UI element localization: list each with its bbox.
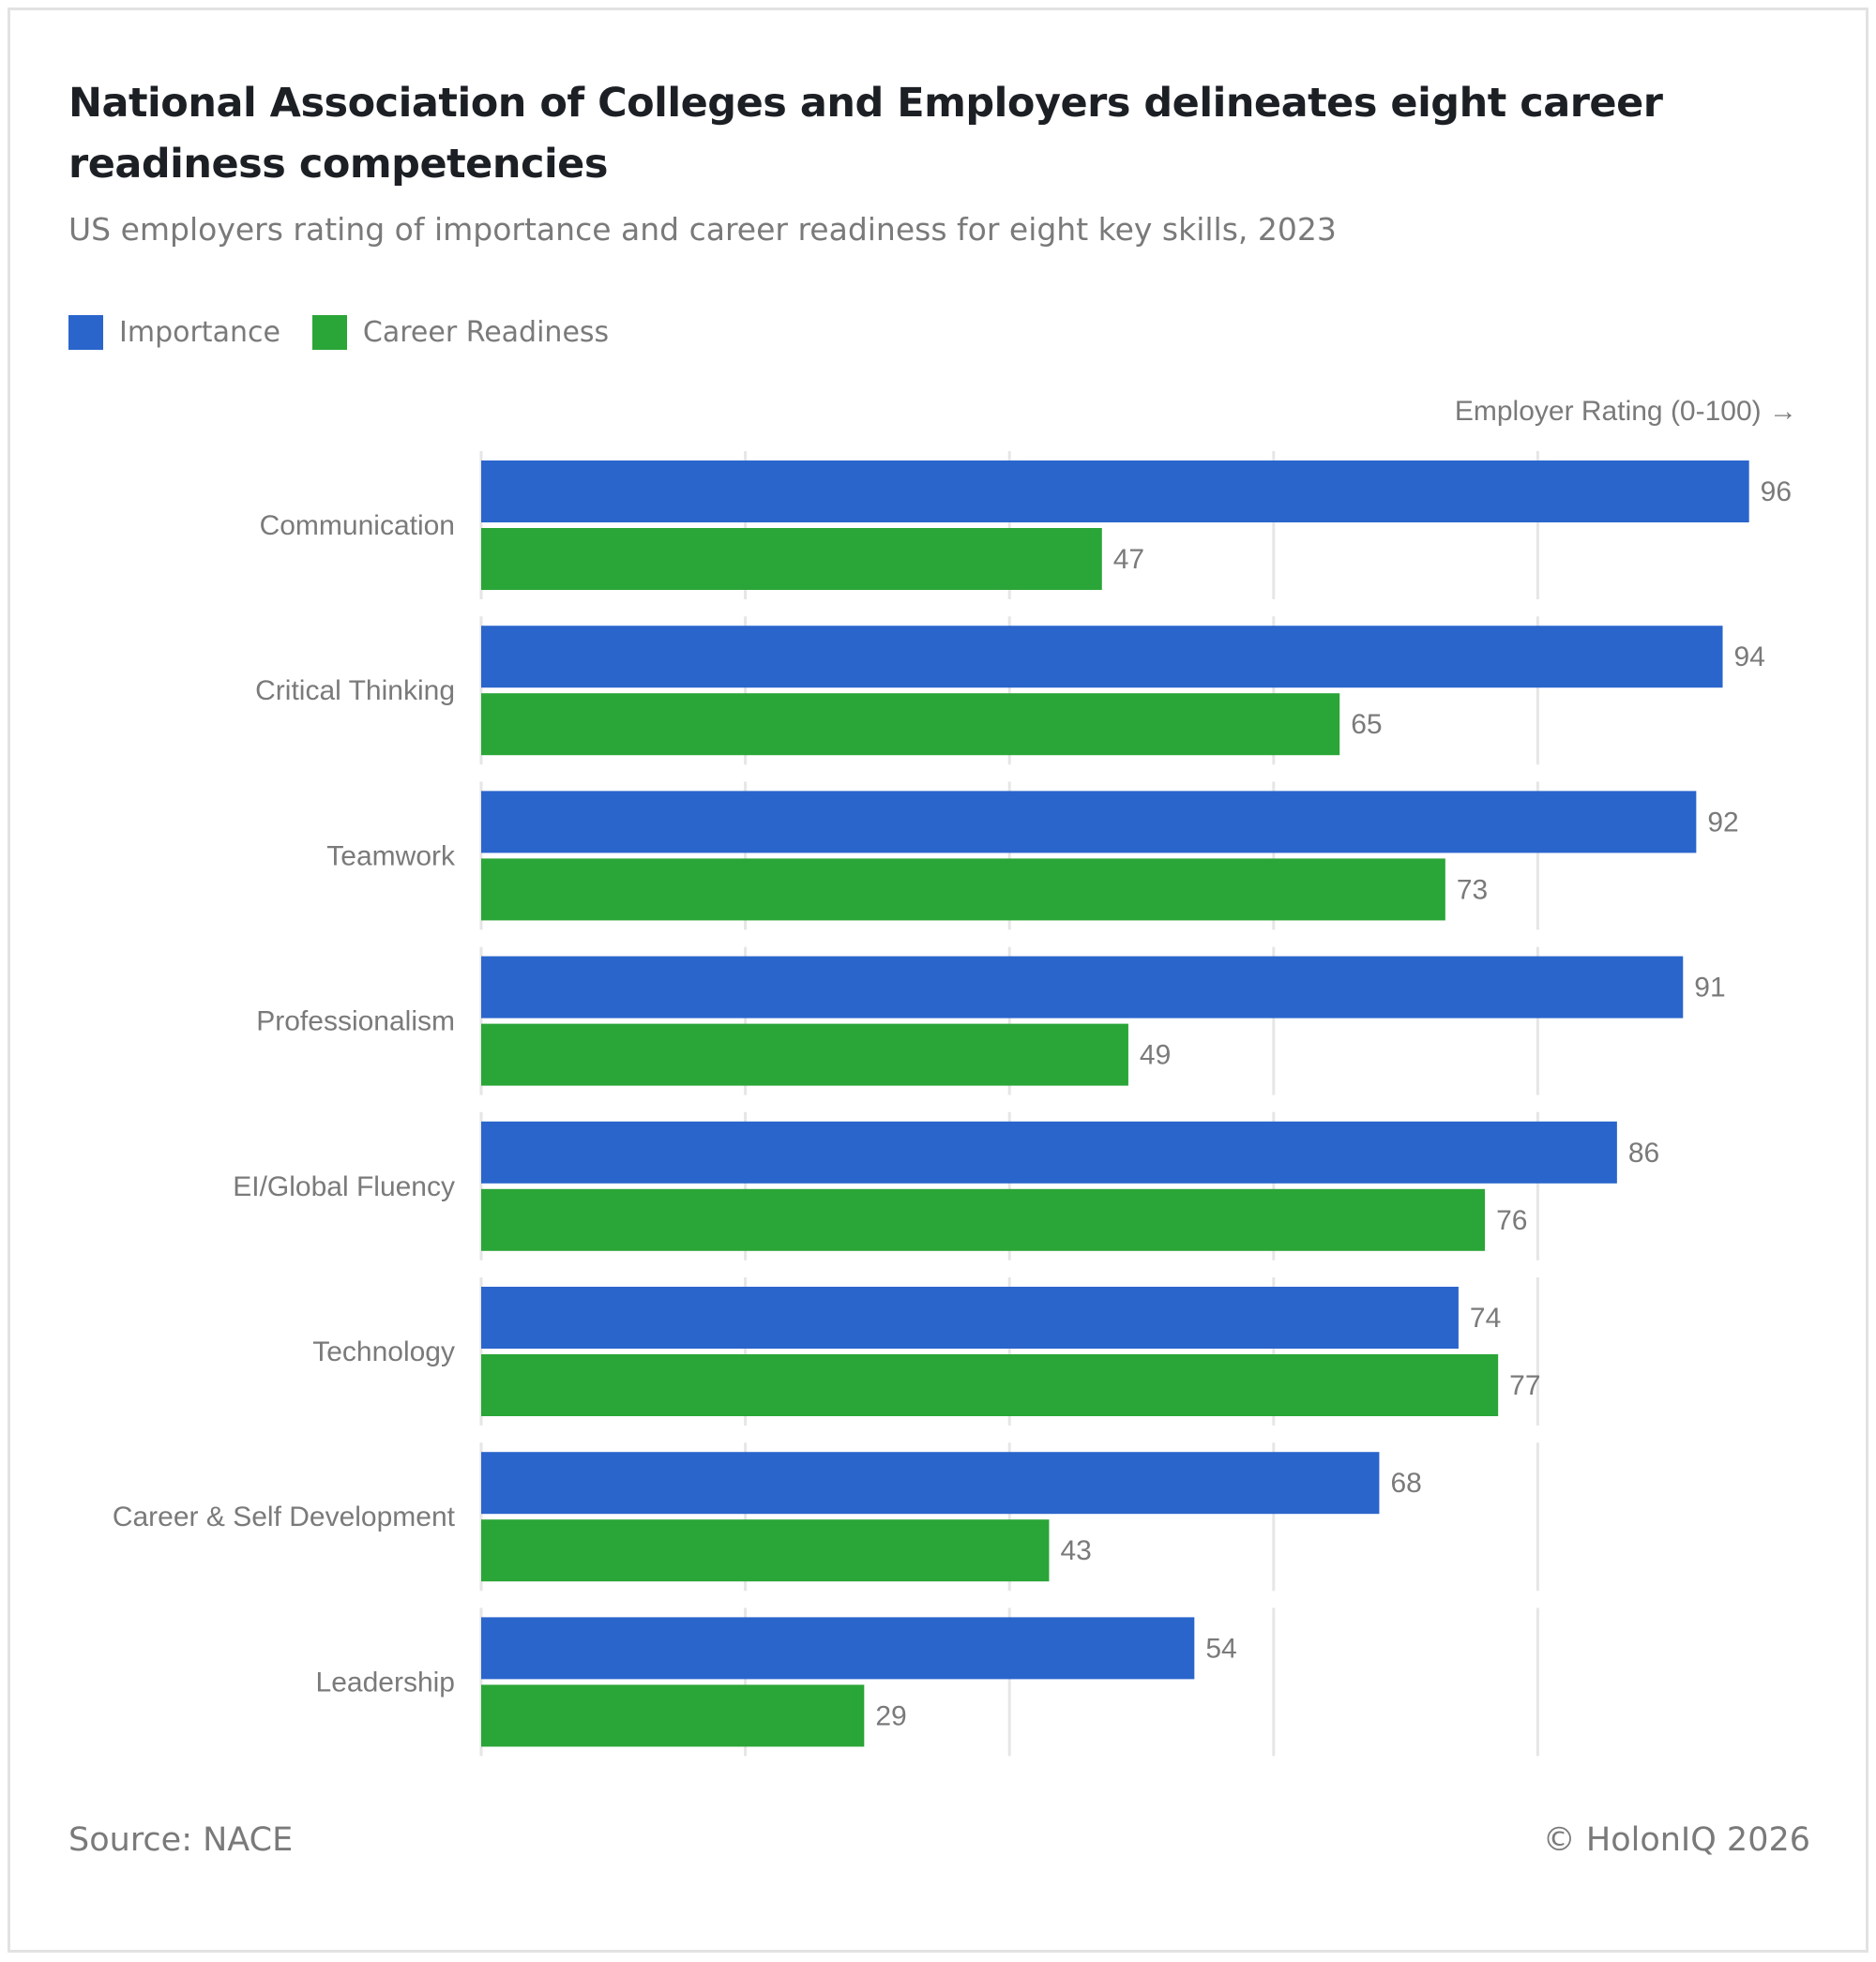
chart-title: National Association of Colleges and Emp… <box>68 80 1663 188</box>
legend-item-importance[interactable]: Importance <box>68 315 280 350</box>
bar-importance-career-self-development[interactable] <box>481 1452 1380 1515</box>
value-label-importance-ei-global-fluency: 86 <box>1628 1138 1659 1169</box>
bar-importance-communication[interactable] <box>481 460 1749 522</box>
category-label-technology: Technology <box>312 1336 455 1367</box>
bar-importance-critical-thinking[interactable] <box>481 626 1723 688</box>
bars <box>481 460 1749 1747</box>
category-label-communication: Communication <box>260 510 455 541</box>
legend-item-career-readiness[interactable]: Career Readiness <box>311 315 610 350</box>
bar-importance-technology[interactable] <box>481 1287 1459 1349</box>
legend-swatch-importance <box>68 315 103 350</box>
category-label-critical-thinking: Critical Thinking <box>255 675 455 706</box>
value-label-career-readiness-teamwork: 73 <box>1457 874 1488 905</box>
bar-career-readiness-teamwork[interactable] <box>481 858 1445 921</box>
bar-career-readiness-communication[interactable] <box>481 528 1102 590</box>
chart-subtitle: US employers rating of importance and ca… <box>68 211 1337 248</box>
labels: Communication 96 47 Critical Thinking 94 65 Te… <box>113 476 1792 1731</box>
value-label-career-readiness-ei-global-fluency: 76 <box>1496 1205 1527 1236</box>
value-label-importance-communication: 96 <box>1761 476 1792 507</box>
value-label-career-readiness-leadership: 29 <box>875 1700 906 1731</box>
legend-swatch-career-readiness <box>311 315 347 350</box>
source-note: Source: NACE <box>68 1821 294 1859</box>
category-label-teamwork: Teamwork <box>326 840 456 871</box>
category-label-leadership: Leadership <box>316 1667 455 1698</box>
bar-career-readiness-technology[interactable] <box>481 1354 1499 1416</box>
value-label-career-readiness-technology: 77 <box>1509 1370 1540 1401</box>
bar-importance-leadership[interactable] <box>481 1617 1195 1680</box>
value-label-career-readiness-critical-thinking: 65 <box>1351 709 1382 740</box>
category-label-professionalism: Professionalism <box>256 1006 455 1037</box>
legend-label-career-readiness: Career Readiness <box>362 316 610 349</box>
value-label-importance-technology: 74 <box>1470 1303 1501 1334</box>
bar-importance-professionalism[interactable] <box>481 956 1684 1019</box>
value-label-career-readiness-professionalism: 49 <box>1140 1040 1171 1071</box>
value-label-importance-professionalism: 91 <box>1694 973 1725 1004</box>
bar-importance-ei-global-fluency[interactable] <box>481 1121 1617 1184</box>
category-label-career-self-development: Career & Self Development <box>113 1502 456 1532</box>
legend-label-importance: Importance <box>119 316 280 349</box>
x-axis-title: Employer Rating (0-100) → <box>1454 396 1797 427</box>
value-label-career-readiness-career-self-development: 43 <box>1060 1535 1091 1566</box>
bar-career-readiness-professionalism[interactable] <box>481 1023 1128 1086</box>
category-label-ei-global-fluency: EI/Global Fluency <box>233 1171 455 1202</box>
value-label-importance-critical-thinking: 94 <box>1734 641 1765 672</box>
value-label-importance-leadership: 54 <box>1205 1633 1236 1664</box>
copyright-note: © HolonIQ 2026 <box>1542 1821 1810 1859</box>
bar-career-readiness-career-self-development[interactable] <box>481 1519 1050 1582</box>
bar-career-readiness-critical-thinking[interactable] <box>481 693 1340 756</box>
bar-importance-teamwork[interactable] <box>481 791 1697 853</box>
value-label-importance-teamwork: 92 <box>1707 807 1738 838</box>
bar-career-readiness-leadership[interactable] <box>481 1684 865 1747</box>
bar-career-readiness-ei-global-fluency[interactable] <box>481 1188 1486 1251</box>
value-label-career-readiness-communication: 47 <box>1113 544 1144 575</box>
value-label-importance-career-self-development: 68 <box>1390 1468 1421 1499</box>
legend: Importance Career Readiness <box>68 315 641 350</box>
